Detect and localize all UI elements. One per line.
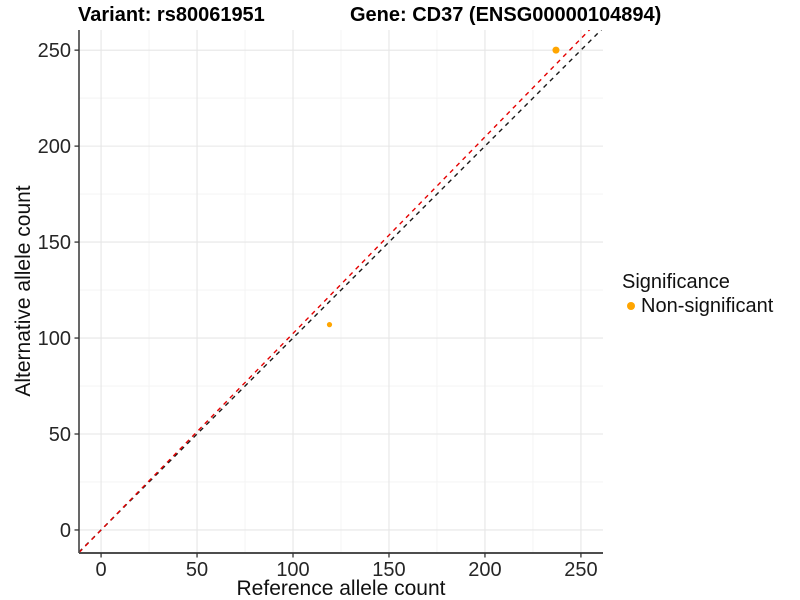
legend-item: Non-significant: [627, 294, 773, 318]
y-tick-label: 200: [38, 136, 71, 158]
y-axis-title: Alternative allele count: [12, 185, 35, 397]
y-tick-label: 250: [38, 40, 71, 62]
identity-line: [79, 30, 603, 553]
x-tick-label: 50: [186, 559, 208, 581]
x-axis-title: Reference allele count: [236, 577, 446, 600]
x-tick-label: 250: [564, 559, 597, 581]
legend: Significance Non-significant: [622, 270, 773, 318]
data-point: [326, 322, 333, 328]
legend-point-icon: [627, 302, 635, 310]
x-tick-label: 150: [372, 559, 405, 581]
x-tick-label: 200: [468, 559, 501, 581]
fit-line: [79, 30, 591, 553]
data-point: [552, 46, 560, 54]
variant-title: Variant: rs80061951: [78, 4, 265, 26]
gene-title: Gene: CD37 (ENSG00000104894): [350, 4, 662, 26]
legend-item-label: Non-significant: [641, 295, 774, 317]
y-tick-label: 0: [60, 520, 71, 542]
y-tick-label: 100: [38, 328, 71, 350]
x-tick-label: 100: [276, 559, 309, 581]
legend-title: Significance: [622, 271, 730, 293]
x-tick-label: 0: [96, 559, 107, 581]
panel-content: [79, 30, 603, 553]
y-tick-label: 50: [49, 424, 71, 446]
y-tick-label: 150: [38, 232, 71, 254]
